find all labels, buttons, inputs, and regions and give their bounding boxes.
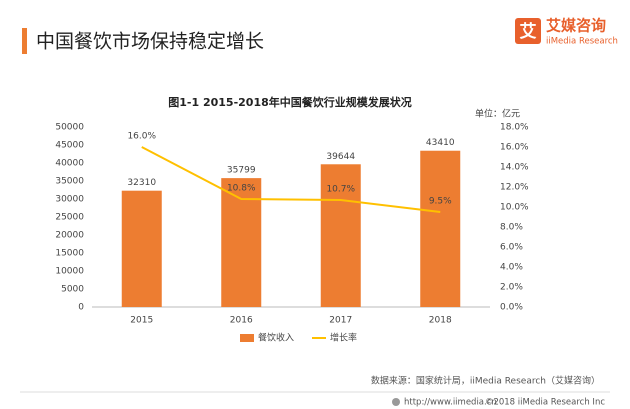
y2-tick-label: 0.0% xyxy=(500,303,523,313)
logo-icon: 艾 xyxy=(520,21,537,42)
unit-label: 单位：亿元 xyxy=(475,108,520,120)
y-tick-label: 45000 xyxy=(55,141,84,151)
header-accent xyxy=(22,28,27,54)
y2-tick-label: 10.0% xyxy=(500,203,529,213)
x-tick-label: 2017 xyxy=(329,316,352,326)
y-tick-label: 25000 xyxy=(55,213,84,223)
y2-tick-label: 6.0% xyxy=(500,243,523,253)
y2-tick-label: 4.0% xyxy=(500,263,523,273)
y-tick-label: 10000 xyxy=(55,267,84,277)
legend-swatch xyxy=(240,334,254,342)
y-tick-label: 50000 xyxy=(55,123,84,133)
x-tick-label: 2016 xyxy=(230,316,253,326)
y2-tick-label: 16.0% xyxy=(500,143,529,153)
y2-tick-label: 2.0% xyxy=(500,283,523,293)
y-tick-label: 15000 xyxy=(55,249,84,259)
source: 数据来源：国家统计局，iiMedia Research（艾媒咨询） xyxy=(371,375,600,387)
bar-value-label: 39644 xyxy=(326,152,355,162)
line xyxy=(141,146,441,213)
y-tick-label: 5000 xyxy=(61,285,84,295)
logo-box xyxy=(515,18,541,44)
bar-value-label: 43410 xyxy=(426,138,455,148)
header-title: 中国餐饮市场保持稳定增长 xyxy=(36,31,264,53)
x-tick-label: 2015 xyxy=(130,316,153,326)
url-icon xyxy=(392,398,400,406)
y-tick-label: 35000 xyxy=(55,177,84,187)
y2-tick-label: 18.0% xyxy=(500,123,529,133)
y2-tick-label: 12.0% xyxy=(500,183,529,193)
y2-tick-label: 14.0% xyxy=(500,163,529,173)
bar xyxy=(121,190,162,307)
line-value-label: 10.8% xyxy=(227,184,256,194)
bar xyxy=(221,178,262,307)
x-tick-label: 2018 xyxy=(429,316,452,326)
logo-text: 艾媒咨询 xyxy=(546,17,606,35)
line-value-label: 10.7% xyxy=(326,185,355,195)
bar-value-label: 35799 xyxy=(227,166,256,176)
chart-title: 图1-1 2015-2018年中国餐饮行业规模发展状况 xyxy=(168,95,412,109)
bar xyxy=(420,150,461,307)
bar-value-label: 32310 xyxy=(127,178,156,188)
y-tick-label: 20000 xyxy=(55,231,84,241)
footer-copyright: ©2018 iiMedia Research Inc xyxy=(485,398,605,408)
footer-url: http://www.iimedia.cn xyxy=(404,398,497,408)
y2-tick-label: 8.0% xyxy=(500,223,523,233)
legend-label: 餐饮收入 xyxy=(258,332,294,344)
y-tick-label: 30000 xyxy=(55,195,84,205)
bar xyxy=(320,164,361,307)
logo-subtext: iiMedia Research xyxy=(546,37,618,47)
y-tick-label: 40000 xyxy=(55,159,84,169)
legend-label: 增长率 xyxy=(330,332,357,344)
line-value-label: 16.0% xyxy=(127,132,156,142)
y-tick-label: 0 xyxy=(78,303,84,313)
line-value-label: 9.5% xyxy=(429,197,452,207)
